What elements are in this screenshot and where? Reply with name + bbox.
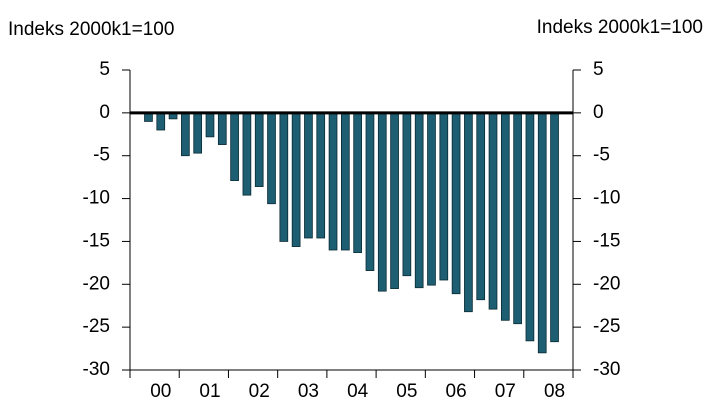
- bar: [353, 112, 362, 253]
- x-tick-label: 01: [199, 381, 220, 402]
- y2-axis-label: Indeks 2000k1=100: [537, 17, 703, 38]
- bar: [316, 112, 326, 239]
- bar: [254, 112, 264, 187]
- y2-tick-label: -10: [593, 188, 620, 209]
- y-tick-label: 5: [99, 59, 110, 80]
- y-tick-label: -5: [93, 145, 110, 166]
- bar: [488, 112, 498, 310]
- y2-tick-label: -20: [593, 273, 620, 294]
- bar: [439, 112, 449, 281]
- bar: [279, 112, 289, 242]
- bar: [513, 112, 522, 325]
- y-tick-label: -30: [83, 359, 110, 380]
- y2-tick-label: -15: [593, 230, 620, 251]
- bar: [464, 112, 473, 313]
- bar: [341, 112, 350, 251]
- bar: [365, 112, 375, 271]
- bar: [217, 112, 227, 145]
- bar: [476, 112, 486, 301]
- bar: [242, 112, 252, 196]
- bar: [537, 112, 547, 354]
- y2-tick-label: -5: [593, 145, 610, 166]
- bar: [402, 112, 412, 277]
- x-tick-label: 08: [544, 381, 565, 402]
- x-tick-label: 04: [347, 381, 369, 402]
- bar: [156, 112, 166, 131]
- y2-tick-label: 0: [593, 102, 604, 123]
- bar: [205, 112, 215, 138]
- y2-tick-label: -25: [593, 316, 620, 337]
- bar: [304, 112, 313, 239]
- y-axis-label: Indeks 2000k1=100: [8, 19, 174, 40]
- x-tick-label: 03: [298, 381, 319, 402]
- bar: [230, 112, 239, 181]
- bar: [550, 112, 559, 343]
- x-tick-label: 02: [249, 381, 270, 402]
- bar: [525, 112, 535, 342]
- bar: [267, 112, 276, 205]
- y2-tick-label: 5: [593, 59, 604, 80]
- y-tick-label: -25: [83, 316, 110, 337]
- y-tick-label: 0: [99, 102, 110, 123]
- bar: [390, 112, 399, 289]
- y-tick-label: -20: [83, 273, 110, 294]
- bar: [427, 112, 436, 286]
- bar: [193, 112, 203, 154]
- x-tick-label: 06: [446, 381, 467, 402]
- bar: [181, 112, 190, 157]
- y2-tick-label: -30: [593, 359, 620, 380]
- x-tick-label: 07: [495, 381, 516, 402]
- bar: [414, 112, 424, 289]
- bar: [500, 112, 510, 321]
- y-tick-label: -10: [83, 188, 110, 209]
- x-tick-label: 00: [150, 381, 171, 402]
- bar: [451, 112, 461, 295]
- bar: [377, 112, 387, 292]
- x-tick-label: 05: [396, 381, 417, 402]
- bar: [328, 112, 338, 251]
- bar: [291, 112, 301, 247]
- y-tick-label: -15: [83, 230, 110, 251]
